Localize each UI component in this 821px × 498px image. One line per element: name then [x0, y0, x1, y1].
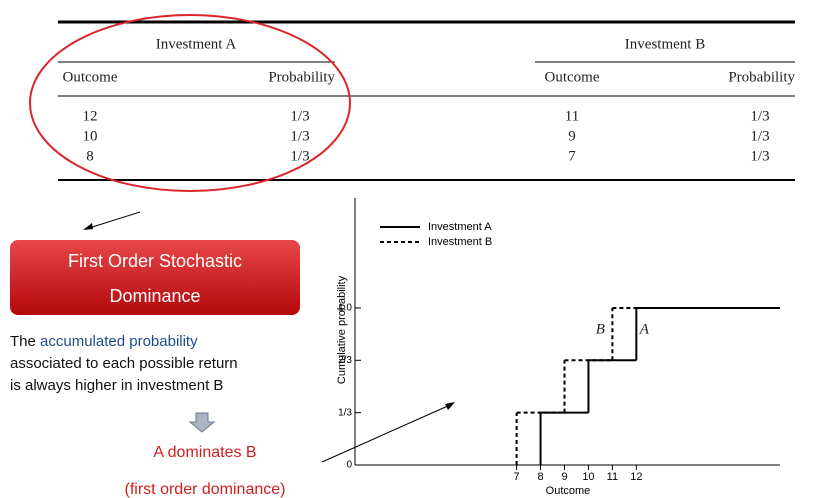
- table-cell: 1/3: [750, 108, 769, 124]
- down-arrow: [188, 412, 216, 433]
- y-tick-label: 0: [346, 460, 352, 471]
- table-cell: 10: [83, 128, 98, 144]
- x-tick-label: 10: [582, 471, 594, 483]
- series-annotation: B: [596, 322, 605, 338]
- group-header: Investment B: [625, 36, 705, 52]
- legend-label: Investment B: [428, 236, 492, 248]
- y-tick-label: 1.0: [338, 303, 352, 314]
- x-tick-label: 11: [607, 471, 618, 483]
- table-cell: 1/3: [290, 108, 309, 124]
- y-axis-label: Cumulative probability: [336, 275, 348, 384]
- arrow-head: [83, 223, 93, 230]
- callout-text: The accumulated probability: [10, 333, 198, 350]
- x-tick-label: 9: [561, 471, 567, 483]
- x-tick-label: 12: [630, 471, 642, 483]
- arrow-head: [445, 402, 455, 410]
- table-cell: 11: [565, 108, 579, 124]
- table-cell: 1/3: [750, 128, 769, 144]
- table-cell: 9: [568, 128, 576, 144]
- arrow: [85, 211, 141, 230]
- table-cell: 12: [83, 108, 98, 124]
- table-cell: 1/3: [290, 128, 309, 144]
- table-cell: 7: [568, 148, 576, 164]
- column-header: Probability: [268, 69, 335, 85]
- group-header: Investment A: [156, 36, 237, 52]
- text-highlight: accumulated probability: [40, 333, 198, 350]
- callout-title: First Order Stochastic: [68, 251, 242, 271]
- table-cell: 8: [86, 148, 94, 164]
- series-annotation: A: [639, 322, 650, 338]
- conclusion-note: (first order dominance): [125, 481, 286, 498]
- table-cell: 1/3: [750, 148, 769, 164]
- callout-text: is always higher in investment B: [10, 377, 223, 394]
- column-header: Outcome: [545, 69, 600, 85]
- x-tick-label: 8: [538, 471, 544, 483]
- y-tick-label: 1/3: [338, 407, 352, 418]
- callout-text: associated to each possible return: [10, 355, 238, 372]
- callout-box: [10, 240, 300, 315]
- text-lead: The: [10, 333, 40, 350]
- highlight-ellipse: [29, 14, 351, 192]
- column-header: Outcome: [63, 69, 118, 85]
- arrow: [321, 404, 451, 463]
- column-header: Probability: [728, 69, 795, 85]
- x-axis-label: Outcome: [546, 485, 591, 497]
- callout-title: Dominance: [109, 286, 200, 306]
- y-tick-label: 2/3: [338, 355, 352, 366]
- conclusion: A dominates B: [153, 444, 256, 461]
- x-tick-label: 7: [514, 471, 520, 483]
- table-cell: 1/3: [290, 148, 309, 164]
- legend-label: Investment A: [428, 221, 492, 233]
